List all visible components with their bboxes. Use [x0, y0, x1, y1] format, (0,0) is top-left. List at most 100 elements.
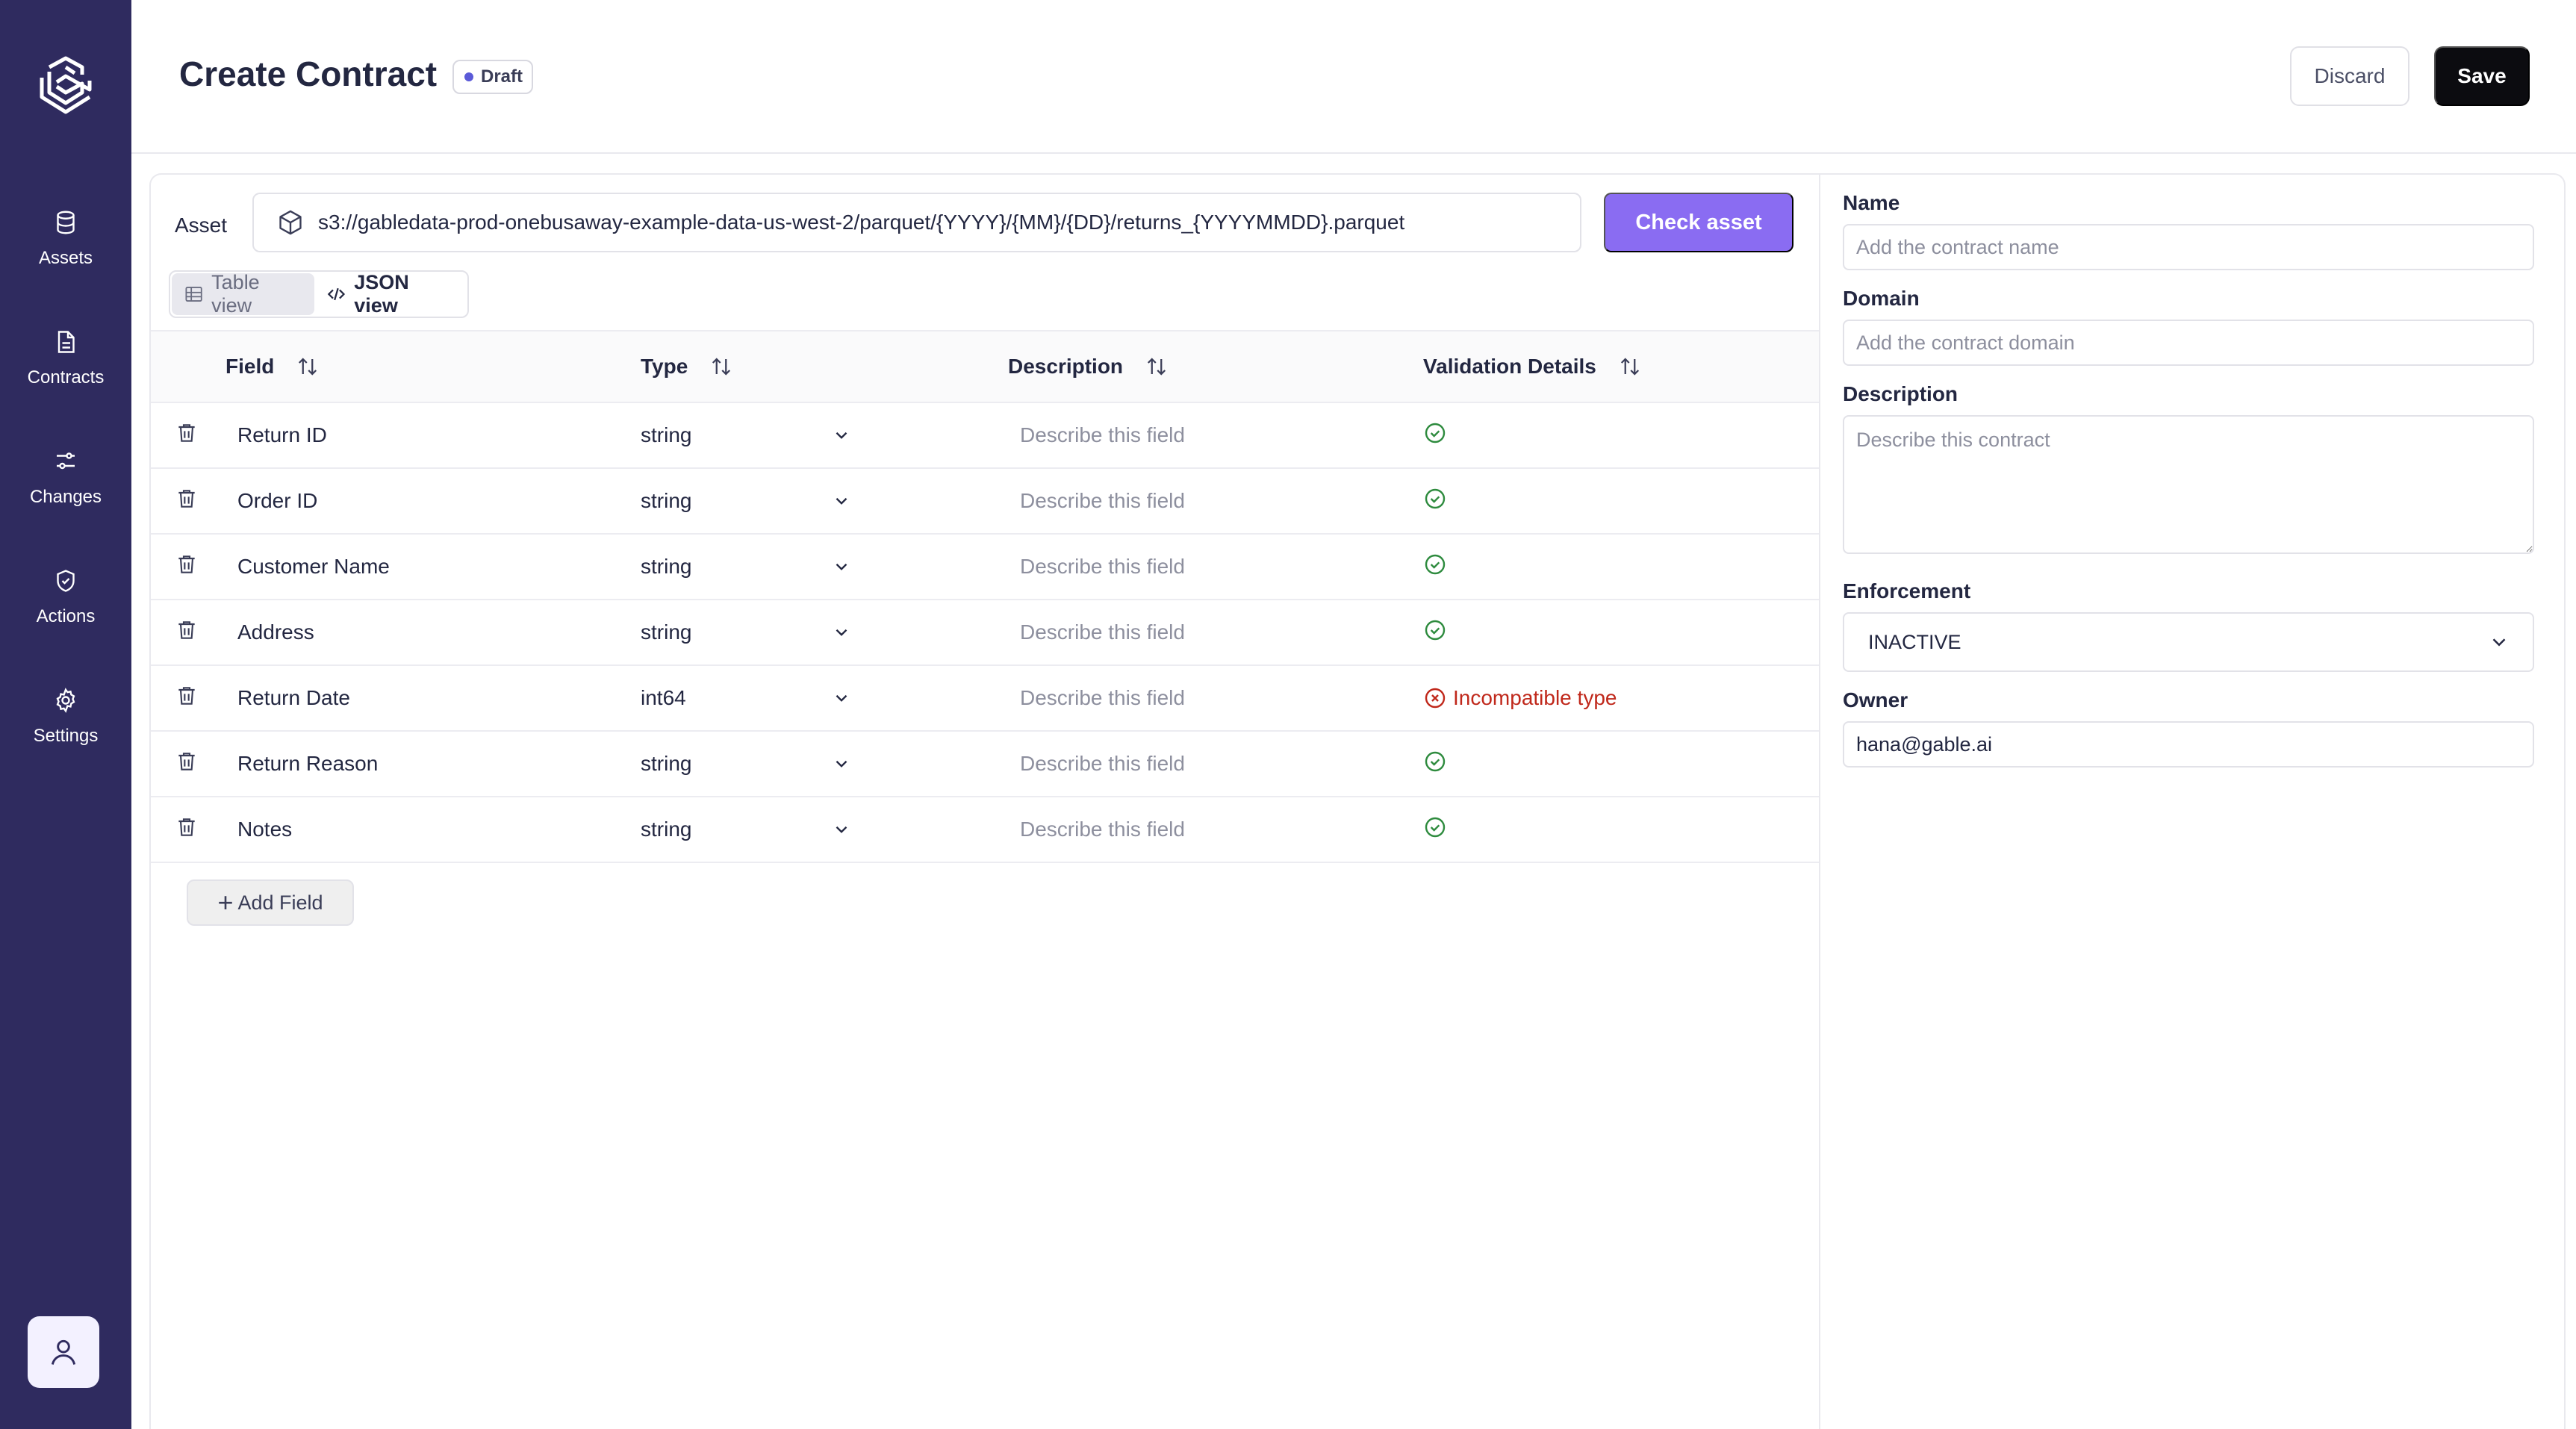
description-input[interactable]: Describe this field — [1008, 665, 1423, 732]
chevron-down-icon[interactable] — [832, 754, 851, 773]
chevron-down-icon[interactable] — [832, 426, 851, 445]
user-profile-button[interactable] — [28, 1316, 99, 1388]
field-name: Customer Name — [237, 555, 390, 578]
column-header-description[interactable]: Description — [1008, 330, 1423, 403]
field-name-cell[interactable]: Address — [225, 600, 641, 666]
chevron-down-icon[interactable] — [832, 557, 851, 576]
description-input[interactable]: Describe this field — [1008, 534, 1423, 600]
table-row: Return ID string Describe this field — [151, 402, 1820, 469]
sidebar-item-label: Assets — [38, 248, 93, 268]
trash-icon[interactable] — [175, 618, 199, 642]
sidebar-item-actions[interactable]: Actions — [0, 538, 131, 657]
validation-cell: Incompatible type — [1423, 665, 1820, 732]
sliders-icon — [57, 452, 75, 470]
trash-icon[interactable] — [175, 421, 199, 445]
check-circle-icon — [1425, 488, 1446, 508]
fields-table: Field Type Description Validation Detail… — [151, 330, 1820, 863]
type-select[interactable]: string — [641, 402, 1008, 469]
enforcement-select[interactable]: INACTIVE — [1843, 612, 2534, 672]
trash-icon[interactable] — [175, 487, 199, 511]
validation-cell — [1423, 797, 1820, 863]
sidebar-item-label: Contracts — [27, 367, 105, 387]
name-label: Name — [1843, 191, 1900, 214]
type-select[interactable]: string — [641, 468, 1008, 535]
type-select[interactable]: string — [641, 731, 1008, 797]
save-button[interactable]: Save — [2434, 46, 2530, 106]
chevron-down-icon[interactable] — [832, 623, 851, 642]
field-name-cell[interactable]: Return ID — [225, 402, 641, 469]
chevron-down-icon[interactable] — [832, 820, 851, 839]
field-name-cell[interactable]: Order ID — [225, 468, 641, 535]
owner-label: Owner — [1843, 688, 1908, 712]
chevron-down-icon[interactable] — [832, 688, 851, 708]
field-name-cell[interactable]: Customer Name — [225, 534, 641, 600]
description-input[interactable]: Describe this field — [1008, 468, 1423, 535]
add-field-button[interactable]: + Add Field — [187, 879, 354, 926]
field-name-cell[interactable]: Return Reason — [225, 731, 641, 797]
x-circle-icon — [1425, 688, 1446, 709]
column-header-field[interactable]: Field — [225, 330, 641, 403]
field-name-cell[interactable]: Notes — [225, 797, 641, 863]
table-view-label: Table view — [211, 271, 260, 317]
table-row: Return Reason string Describe this field — [151, 731, 1820, 797]
page-title: Create Contract — [179, 55, 438, 93]
owner-input[interactable] — [1843, 721, 2534, 768]
asset-path-input[interactable]: s3://gabledata-prod-onebusaway-example-d… — [252, 193, 1581, 252]
description-input[interactable]: Describe this field — [1008, 797, 1423, 863]
type-value: string — [641, 489, 692, 512]
validation-error: Incompatible type — [1423, 686, 1820, 710]
table-row: Address string Describe this field — [151, 600, 1820, 666]
sidebar-item-contracts[interactable]: Contracts — [0, 299, 131, 418]
sidebar-item-assets[interactable]: Assets — [0, 179, 131, 299]
add-field-label: Add Field — [237, 891, 323, 914]
type-select[interactable]: string — [641, 797, 1008, 863]
json-view-tab[interactable]: JSON view — [314, 271, 466, 317]
sort-icon[interactable] — [1145, 355, 1168, 378]
column-header-type[interactable]: Type — [641, 330, 1008, 403]
contract-description-textarea[interactable] — [1843, 415, 2534, 554]
sort-icon[interactable] — [710, 355, 732, 378]
table-row: Customer Name string Describe this field — [151, 534, 1820, 600]
document-icon — [57, 331, 75, 353]
description-input[interactable]: Describe this field — [1008, 600, 1423, 666]
type-select[interactable]: string — [641, 600, 1008, 666]
gable-logo-icon[interactable] — [34, 52, 97, 121]
check-circle-icon — [1425, 554, 1446, 574]
trash-icon[interactable] — [175, 750, 199, 773]
sidebar-item-label: Changes — [29, 487, 102, 507]
contract-domain-input[interactable] — [1843, 320, 2534, 366]
enforcement-label: Enforcement — [1843, 579, 1971, 603]
table-view-tab[interactable]: Table view — [172, 271, 315, 317]
discard-button[interactable]: Discard — [2290, 46, 2409, 106]
field-name: Return ID — [237, 423, 327, 446]
description-placeholder: Describe this field — [1020, 818, 1185, 841]
check-asset-button[interactable]: Check asset — [1604, 193, 1793, 252]
domain-label: Domain — [1843, 287, 1920, 310]
type-select[interactable]: string — [641, 534, 1008, 600]
type-value: string — [641, 752, 692, 775]
description-input[interactable]: Describe this field — [1008, 402, 1423, 469]
trash-icon[interactable] — [175, 684, 199, 708]
asset-path-value: s3://gabledata-prod-onebusaway-example-d… — [318, 211, 1405, 234]
description-input[interactable]: Describe this field — [1008, 731, 1423, 797]
column-header-validation[interactable]: Validation Details — [1423, 330, 1820, 403]
sort-icon[interactable] — [1619, 355, 1641, 378]
sidebar-nav: Assets Contracts Changes Actions — [0, 179, 131, 776]
contract-name-input[interactable] — [1843, 224, 2534, 270]
check-circle-icon — [1425, 817, 1446, 837]
sidebar-item-settings[interactable]: Settings — [0, 657, 131, 776]
sort-icon[interactable] — [296, 355, 319, 378]
type-value: int64 — [641, 686, 686, 709]
field-name: Notes — [237, 818, 293, 841]
chevron-down-icon[interactable] — [832, 491, 851, 511]
trash-icon[interactable] — [175, 552, 199, 576]
field-name: Return Reason — [237, 752, 379, 775]
json-view-label: JSON view — [354, 271, 409, 317]
field-name-cell[interactable]: Return Date — [225, 665, 641, 732]
status-dot-icon — [464, 72, 473, 81]
trash-icon[interactable] — [175, 815, 199, 839]
type-select[interactable]: int64 — [641, 665, 1008, 732]
field-name: Address — [237, 620, 314, 644]
sidebar-item-changes[interactable]: Changes — [0, 418, 131, 538]
chevron-down-icon — [2492, 638, 2506, 647]
